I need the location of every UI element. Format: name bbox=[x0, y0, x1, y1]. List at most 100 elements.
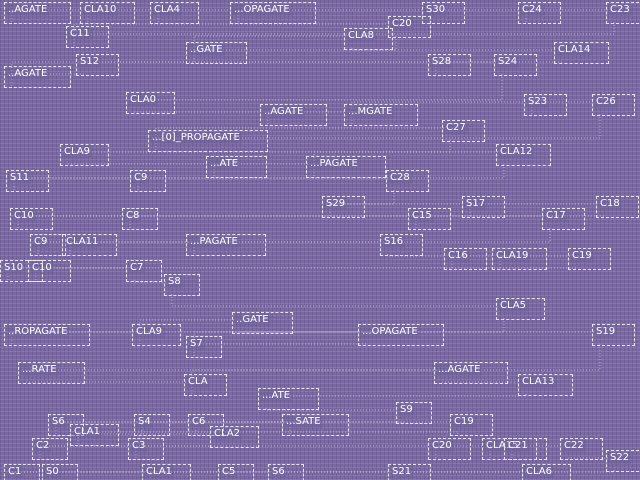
connector-line bbox=[157, 9, 232, 22]
module-label-c49: CLA5 bbox=[498, 300, 528, 312]
module-box-c51 bbox=[132, 324, 181, 346]
module-label-c08: C11 bbox=[68, 28, 92, 40]
connector-line bbox=[11, 9, 82, 22]
module-label-c31: S29 bbox=[324, 198, 348, 210]
module-box-c60 bbox=[258, 388, 320, 410]
connector-line bbox=[128, 74, 503, 101]
connector-line bbox=[139, 319, 234, 344]
module-label-c76: C1 bbox=[6, 466, 24, 478]
module-label-c33: C18 bbox=[598, 198, 622, 210]
module-box-c45 bbox=[0, 260, 43, 282]
connector-line bbox=[265, 408, 398, 411]
module-label-c74: C22 bbox=[562, 440, 586, 452]
module-box-c62 bbox=[134, 414, 171, 436]
module-box-c03 bbox=[150, 2, 199, 24]
connector-line bbox=[225, 471, 270, 480]
module-label-c67: CLA1 bbox=[72, 426, 102, 438]
module-box-c55 bbox=[592, 324, 635, 346]
module-label-c03: CLA4 bbox=[152, 4, 182, 16]
module-box-c29 bbox=[130, 170, 167, 192]
connector-line bbox=[324, 190, 395, 205]
module-label-c70: C3 bbox=[130, 440, 148, 452]
module-label-c01: ..AGATE bbox=[6, 4, 50, 16]
module-box-c27 bbox=[496, 144, 551, 166]
module-label-c17: CLA0 bbox=[128, 94, 158, 106]
module-label-c05: S30 bbox=[424, 4, 448, 16]
module-box-c75 bbox=[606, 450, 640, 472]
connector-line bbox=[193, 241, 382, 254]
module-label-c75: S22 bbox=[608, 452, 632, 464]
connector-line bbox=[87, 9, 152, 22]
module-box-c06 bbox=[518, 2, 561, 24]
module-label-c28: S11 bbox=[8, 172, 32, 184]
connector-line bbox=[395, 471, 524, 480]
module-label-c04: ...OPAGATE bbox=[232, 4, 292, 16]
module-label-c51: CLA9 bbox=[134, 326, 164, 338]
module-box-c34 bbox=[10, 208, 53, 230]
module-label-c32: S17 bbox=[464, 198, 488, 210]
module-label-c82: CLA6 bbox=[524, 466, 554, 478]
module-label-c35: C8 bbox=[124, 210, 142, 222]
connector-line bbox=[275, 471, 390, 480]
connector-line bbox=[6, 318, 505, 333]
module-label-c40: ...PAGATE bbox=[188, 236, 240, 248]
connector-line bbox=[49, 471, 144, 480]
module-box-c41 bbox=[380, 234, 423, 256]
connector-line bbox=[387, 254, 446, 257]
module-box-c59 bbox=[518, 374, 573, 396]
module-label-c55: S19 bbox=[594, 326, 618, 338]
module-box-c16 bbox=[494, 54, 537, 76]
module-box-c23 bbox=[442, 120, 485, 142]
module-label-c80: S6 bbox=[270, 466, 287, 478]
module-box-c10 bbox=[186, 42, 248, 64]
connector-line bbox=[135, 445, 430, 458]
connector-line bbox=[149, 471, 220, 480]
module-box-c47 bbox=[126, 260, 163, 282]
module-label-c34: C10 bbox=[12, 210, 36, 222]
module-label-c57: CLA bbox=[186, 376, 210, 388]
module-box-c30 bbox=[386, 170, 429, 192]
module-label-c50: ..ROPAGATE bbox=[6, 326, 70, 338]
module-label-c14: ..AGATE bbox=[6, 68, 50, 80]
module-label-c44: C19 bbox=[570, 250, 594, 262]
module-box-c58 bbox=[434, 362, 508, 384]
module-label-c54: S7 bbox=[188, 338, 205, 350]
module-label-c47: C7 bbox=[128, 262, 146, 274]
module-box-c54 bbox=[186, 336, 223, 358]
module-box-c69 bbox=[32, 438, 69, 460]
module-box-c64 bbox=[282, 414, 350, 436]
module-box-c18 bbox=[260, 104, 328, 126]
connector-line bbox=[39, 445, 130, 458]
connector-line bbox=[37, 241, 64, 254]
module-box-c37 bbox=[542, 208, 585, 230]
module-box-c19 bbox=[344, 104, 418, 126]
module-label-c12: CLA14 bbox=[556, 44, 593, 56]
connector-line bbox=[35, 267, 128, 280]
module-label-c09: C20 bbox=[390, 18, 414, 30]
connector-line bbox=[499, 255, 570, 268]
module-box-c77 bbox=[42, 464, 79, 480]
module-label-c81: S21 bbox=[390, 466, 414, 478]
module-box-c01 bbox=[4, 2, 72, 24]
module-box-c22 bbox=[148, 130, 268, 152]
module-label-c78: CLA1 bbox=[144, 466, 174, 478]
module-box-c39 bbox=[62, 234, 117, 256]
module-box-c50 bbox=[4, 324, 90, 346]
connector-line bbox=[77, 433, 212, 444]
module-box-c32 bbox=[462, 196, 505, 218]
connector-line bbox=[11, 471, 44, 480]
module-label-c41: S16 bbox=[382, 236, 406, 248]
connector-line bbox=[171, 294, 498, 307]
module-box-c52 bbox=[232, 312, 294, 334]
module-label-c66: C19 bbox=[452, 416, 476, 428]
module-box-c08 bbox=[66, 26, 109, 48]
module-label-c69: C2 bbox=[34, 440, 52, 452]
module-label-c22: ...[0]_PROPAGATE bbox=[150, 132, 242, 144]
connector-line bbox=[7, 267, 30, 280]
module-box-c09 bbox=[388, 16, 431, 38]
module-label-c45: S10 bbox=[2, 262, 26, 274]
connector-line bbox=[351, 48, 556, 51]
module-box-c81 bbox=[388, 464, 431, 480]
